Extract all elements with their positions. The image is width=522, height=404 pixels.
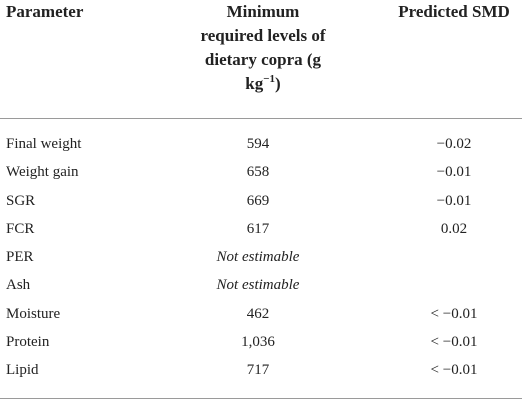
header-min-line-1: Minimum [226,2,300,21]
cell-min-required: Not estimable [216,277,300,294]
table-row: Final weight 594 −0.02 [0,130,522,158]
cell-min-required: 594 [246,136,270,152]
header-parameter: Parameter [6,2,84,21]
cell-min-required: 658 [246,164,270,181]
header-min-line-4: kg−1) [182,72,344,98]
header-predicted-smd: Predicted SMD [398,2,510,21]
table-row: FCR 617 0.02 [0,215,522,243]
cell-predicted-smd: < −0.01 [430,334,478,351]
table-bottom-rule [0,398,522,399]
cell-parameter: Lipid [6,362,39,379]
cell-parameter: Ash [6,277,31,294]
cell-parameter: Moisture [6,305,61,322]
cell-parameter: SGR [6,192,36,209]
table-row: Weight gain 658 −0.01 [0,158,522,186]
cell-parameter: Final weight [6,136,82,152]
header-min-line-3: dietary copra (g [204,50,322,69]
cell-predicted-smd: 0.02 [440,220,468,237]
cell-predicted-smd: −0.02 [436,136,472,152]
cell-parameter: Protein [6,334,50,351]
table-row: Lipid 717 < −0.01 [0,356,522,384]
table-row: Protein 1,036 < −0.01 [0,328,522,356]
header-minimum-required: Minimum required levels of dietary copra… [182,0,344,98]
data-table: Parameter Minimum required levels of die… [0,0,522,385]
cell-min-required: 617 [246,220,270,237]
cell-predicted-smd: < −0.01 [430,362,478,379]
table-body: Final weight 594 −0.02 Weight gain 658 −… [0,119,522,385]
cell-min-required: Not estimable [216,249,300,266]
table-header: Parameter Minimum required levels of die… [0,0,522,119]
cell-min-required: 669 [246,192,270,209]
header-min-line-2: required levels of [200,26,326,45]
table-row: SGR 669 −0.01 [0,187,522,215]
cell-parameter: PER [6,249,34,266]
cell-predicted-smd: < −0.01 [430,305,478,322]
table-row: Ash Not estimable [0,271,522,299]
cell-predicted-smd: −0.01 [436,192,472,209]
table-row: Moisture 462 < −0.01 [0,300,522,328]
cell-min-required: 1,036 [241,334,275,351]
header-min-unit-close: ) [275,74,281,93]
cell-min-required: 462 [246,305,270,322]
header-min-unit: kg [245,74,264,93]
table-row: PER Not estimable [0,243,522,271]
cell-parameter: Weight gain [6,164,79,181]
cell-min-required: 717 [246,362,270,379]
cell-predicted-smd: −0.01 [436,164,472,181]
header-min-unit-exponent: −1 [263,73,276,85]
cell-parameter: FCR [6,220,35,237]
